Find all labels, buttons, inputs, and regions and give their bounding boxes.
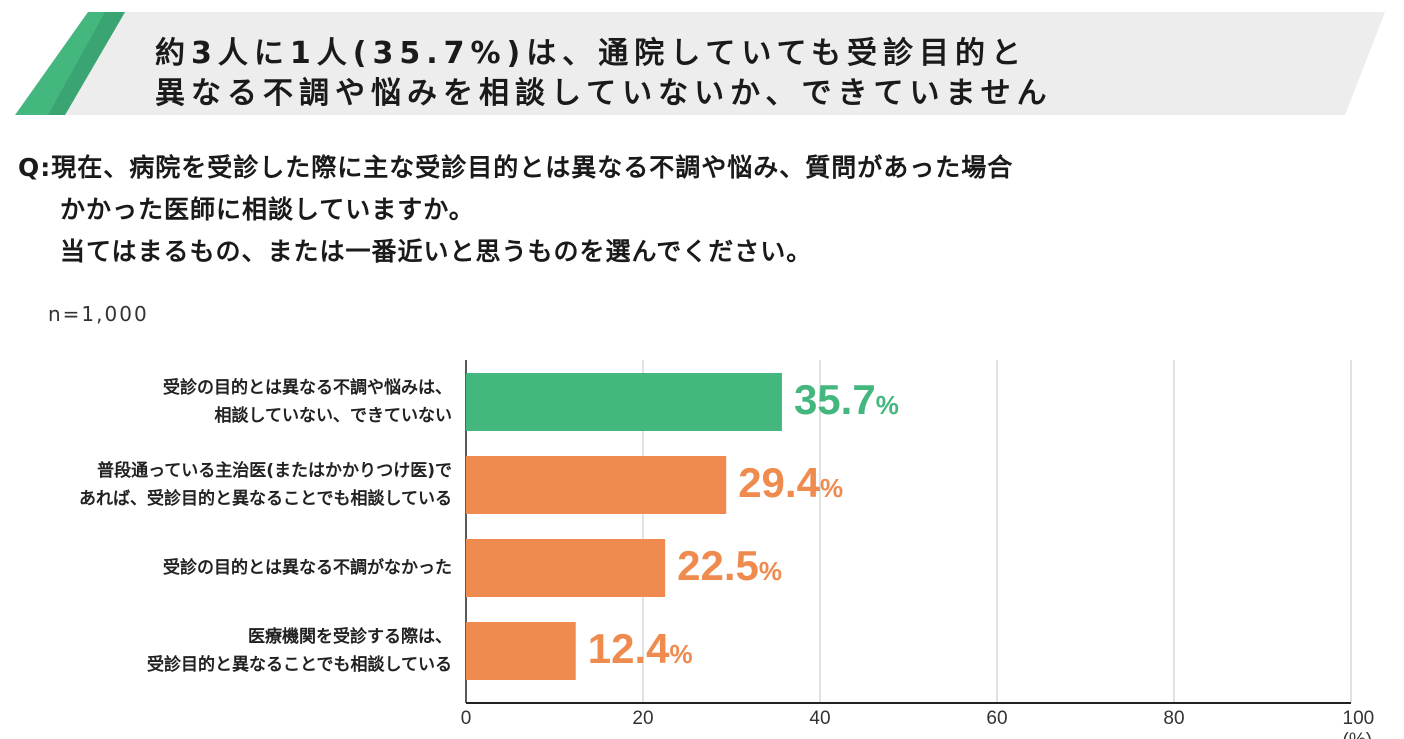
data-label-unit: %: [669, 639, 693, 669]
x-tick-label: 20: [632, 708, 654, 729]
question-line-3: 当てはまるもの、または一番近いと思うものを選んでください。: [60, 237, 813, 266]
header-banner: [15, 12, 1385, 115]
sample-size: n=1,000: [48, 302, 149, 326]
category-label: 受診の目的とは異なる不調や悩みは、相談していない、できていない: [163, 374, 452, 430]
question-line-2: かかった医師に相談していますか。: [60, 195, 475, 224]
category-label-line: 受診の目的とは異なる不調がなかった: [163, 558, 452, 578]
data-label-value: 12.4: [587, 625, 670, 672]
question-line-1: Q:現在、病院を受診した際に主な受診目的とは異なる不調や悩み、質問があった場合: [18, 153, 1014, 182]
data-label-unit: %: [875, 390, 899, 420]
data-label: 12.4%: [588, 625, 693, 673]
data-label-unit: %: [758, 556, 782, 586]
category-label: 医療機関を受診する際は、受診目的と異なることでも相談している: [147, 623, 452, 679]
category-label-line: あれば、受診目的と異なることでも相談している: [79, 489, 452, 509]
data-label: 22.5%: [677, 542, 782, 590]
category-label-line: 医療機関を受診する際は、: [248, 627, 452, 647]
x-tick-label: 80: [1163, 708, 1185, 729]
category-label-line: 受診の目的とは異なる不調や悩みは、: [163, 378, 452, 398]
x-tick-label: 40: [809, 708, 831, 729]
data-label-value: 29.4: [738, 459, 820, 506]
bar: [466, 456, 727, 514]
data-label: 35.7%: [794, 376, 899, 424]
bar: [466, 539, 666, 597]
category-label-line: 相談していない、できていない: [214, 406, 453, 426]
data-label-value: 35.7: [793, 376, 876, 423]
title-line-1: 約3人に1人(35.7%)は、通院していても受診目的と: [155, 36, 1027, 71]
data-label: 29.4%: [738, 459, 843, 507]
banner-accent-stripe: [48, 12, 125, 115]
x-tick-label: 0: [460, 708, 472, 729]
category-label-line: 受診目的と異なることでも相談している: [147, 655, 452, 675]
category-label: 普段通っている主治医(またはかかりつけ医)であれば、受診目的と異なることでも相談…: [79, 457, 452, 513]
title-line-2: 異なる不調や悩みを相談していないか、できていません: [155, 76, 1053, 111]
x-tick-label: 100 (%): [1342, 708, 1375, 739]
bar: [466, 373, 782, 431]
x-tick-label: 60: [986, 708, 1008, 729]
data-label-unit: %: [819, 473, 844, 503]
category-label: 受診の目的とは異なる不調がなかった: [163, 554, 452, 582]
bar: [466, 622, 576, 680]
data-label-value: 22.5: [677, 542, 759, 589]
category-label-line: 普段通っている主治医(またはかかりつけ医)で: [97, 461, 452, 481]
banner-background: [60, 12, 1385, 115]
